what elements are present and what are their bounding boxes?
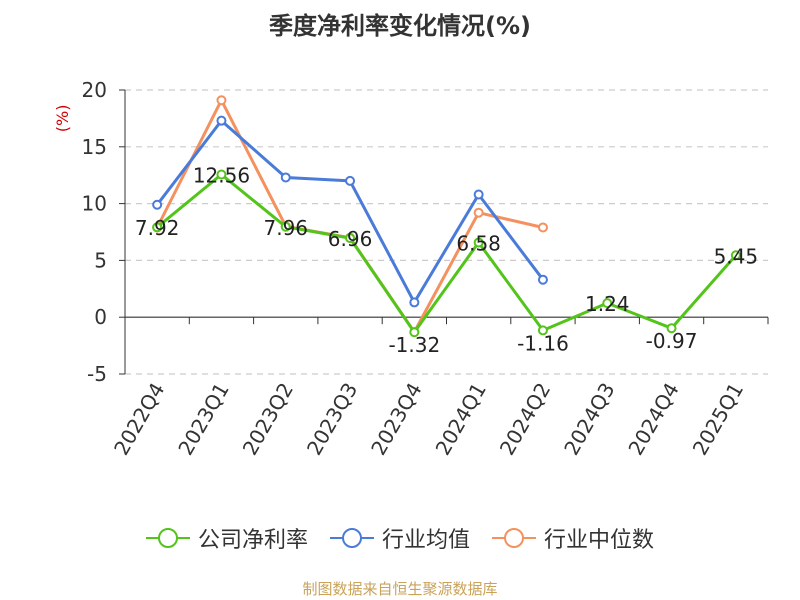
data-label: -0.97	[646, 329, 698, 353]
x-tick-label: 2023Q1	[173, 379, 233, 460]
data-label: -1.32	[388, 333, 440, 357]
data-point	[216, 115, 227, 126]
legend-marker-icon	[329, 527, 374, 549]
data-point	[666, 323, 677, 334]
data-point	[280, 221, 291, 232]
data-label: 6.58	[456, 231, 501, 255]
data-point	[152, 199, 163, 210]
data-label: 5.45	[714, 244, 759, 268]
data-point	[730, 250, 741, 261]
y-tick-label: 15	[82, 135, 107, 159]
data-point	[537, 274, 548, 285]
data-point	[473, 237, 484, 248]
legend-item-company[interactable]: 公司净利率	[145, 522, 308, 554]
y-tick-label: 20	[82, 78, 107, 102]
data-point	[473, 189, 484, 200]
x-tick-label: 2023Q3	[302, 379, 362, 460]
data-point	[152, 222, 163, 233]
y-tick-label: -5	[87, 362, 107, 386]
series-line-1	[156, 119, 545, 304]
data-label: 6.96	[328, 227, 373, 251]
legend-item-industry-mean[interactable]: 行业均值	[329, 522, 470, 554]
legend-label: 行业均值	[381, 528, 470, 553]
x-tick-label: 2024Q2	[495, 379, 555, 460]
x-tick-label: 2024Q4	[623, 379, 683, 460]
data-label: 7.96	[263, 216, 308, 240]
data-point	[280, 172, 291, 183]
y-tick-label: 0	[94, 305, 107, 329]
data-label: 1.24	[585, 292, 630, 316]
data-label: 12.56	[193, 164, 250, 188]
legend-label: 公司净利率	[197, 528, 308, 553]
y-tick-label: 5	[94, 248, 107, 272]
legend-marker-icon	[145, 527, 190, 549]
data-point	[602, 298, 613, 309]
data-point	[537, 325, 548, 336]
data-point	[473, 207, 484, 218]
data-point	[345, 233, 356, 244]
legend-label: 行业中位数	[544, 528, 655, 553]
data-point	[409, 327, 420, 338]
data-point	[409, 297, 420, 308]
series-line-0	[156, 173, 738, 334]
legend: 公司净利率 行业均值 行业中位数	[0, 522, 800, 554]
data-point	[345, 175, 356, 186]
y-tick-label: 10	[82, 192, 107, 216]
data-point	[216, 95, 227, 106]
source-note: 制图数据来自恒生聚源数据库	[302, 580, 498, 598]
x-tick-label: 2023Q4	[366, 379, 426, 460]
data-point	[216, 169, 227, 180]
data-label: 7.92	[135, 216, 180, 240]
legend-item-industry-median[interactable]: 行业中位数	[492, 522, 654, 554]
x-tick-label: 2024Q1	[431, 379, 491, 460]
series-line-2	[155, 98, 544, 334]
chart-title: 季度净利率变化情况(%)	[269, 12, 531, 40]
y-axis-title: (%)	[53, 105, 72, 133]
legend-marker-icon	[492, 527, 536, 549]
x-tick-label: 2024Q3	[559, 379, 619, 460]
data-label: -1.16	[517, 331, 569, 355]
data-point	[537, 222, 548, 233]
x-tick-label: 2025Q1	[688, 379, 748, 460]
x-tick-label: 2022Q4	[109, 379, 169, 460]
x-tick-label: 2023Q2	[238, 379, 298, 460]
